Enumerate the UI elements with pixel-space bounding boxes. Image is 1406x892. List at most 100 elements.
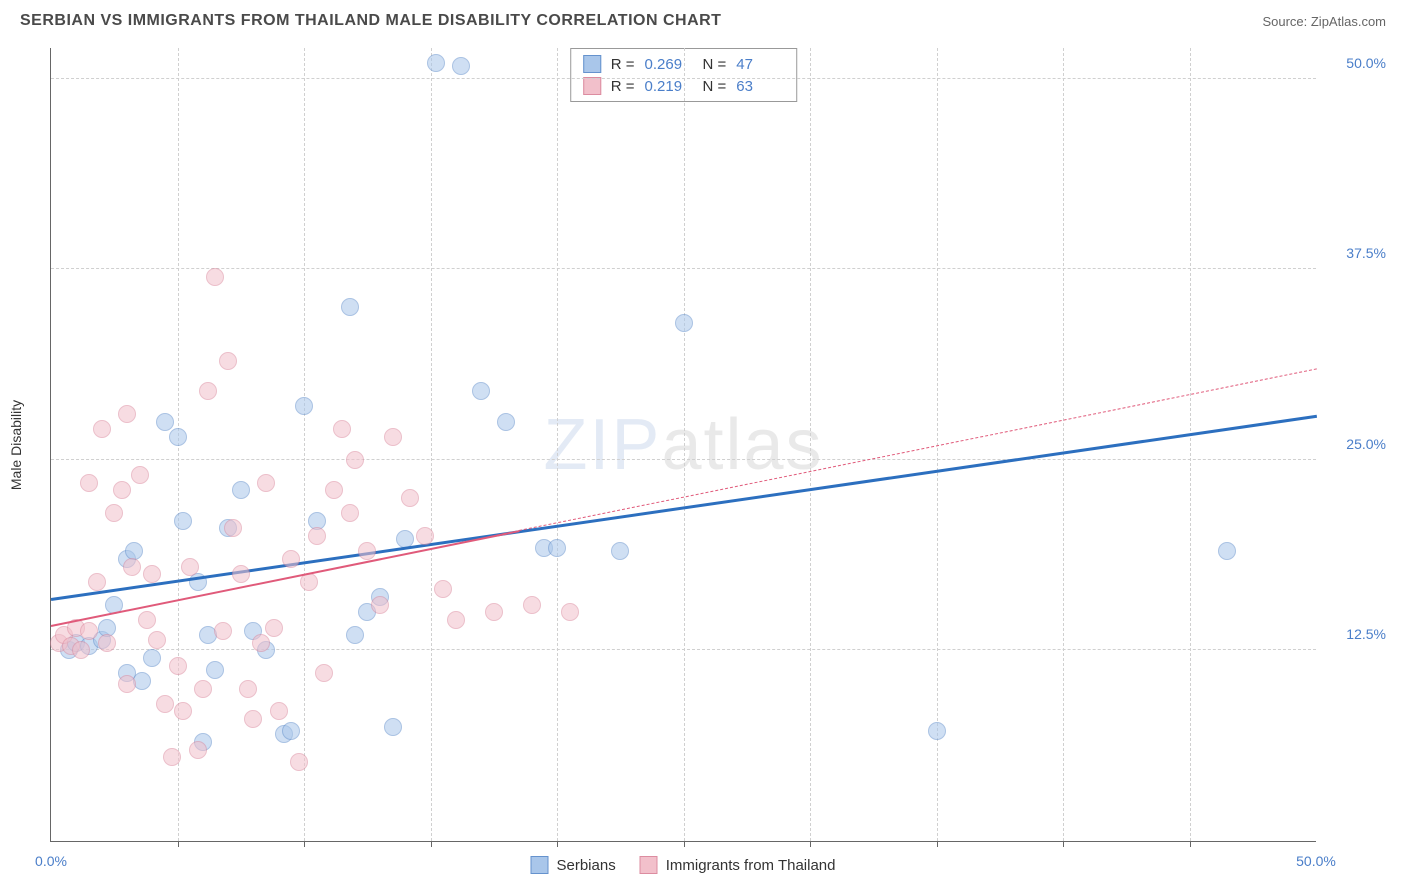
data-point — [485, 603, 503, 621]
gridline-vertical — [304, 48, 305, 841]
gridline-vertical — [431, 48, 432, 841]
data-point — [163, 748, 181, 766]
data-point — [194, 680, 212, 698]
r-label: R = — [611, 78, 635, 95]
data-point — [169, 428, 187, 446]
gridline-vertical — [557, 48, 558, 841]
data-point — [290, 753, 308, 771]
data-point — [452, 57, 470, 75]
x-tick-label: 50.0% — [1296, 853, 1336, 869]
data-point — [447, 611, 465, 629]
data-point — [105, 504, 123, 522]
data-point — [341, 298, 359, 316]
data-point — [189, 741, 207, 759]
data-point — [384, 718, 402, 736]
data-point — [675, 314, 693, 332]
r-value: 0.269 — [645, 56, 693, 73]
trend-line-extrapolated — [519, 369, 1317, 532]
data-point — [118, 405, 136, 423]
data-point — [472, 382, 490, 400]
data-point — [93, 420, 111, 438]
source-attribution: Source: ZipAtlas.com — [1262, 14, 1386, 29]
legend-item: Immigrants from Thailand — [640, 856, 836, 874]
data-point — [333, 420, 351, 438]
data-point — [282, 722, 300, 740]
data-point — [611, 542, 629, 560]
y-axis-label: Male Disability — [8, 400, 24, 490]
data-point — [174, 702, 192, 720]
data-point — [427, 54, 445, 72]
gridline-vertical — [1063, 48, 1064, 841]
data-point — [295, 397, 313, 415]
data-point — [358, 542, 376, 560]
data-point — [315, 664, 333, 682]
data-point — [224, 519, 242, 537]
legend-label: Immigrants from Thailand — [666, 857, 836, 874]
data-point — [174, 512, 192, 530]
x-tick-mark — [1063, 841, 1064, 847]
legend-label: Serbians — [557, 857, 616, 874]
data-point — [384, 428, 402, 446]
x-tick-mark — [557, 841, 558, 847]
x-tick-mark — [684, 841, 685, 847]
data-point — [434, 580, 452, 598]
data-point — [118, 675, 136, 693]
data-point — [148, 631, 166, 649]
data-point — [346, 626, 364, 644]
data-point — [80, 622, 98, 640]
data-point — [252, 634, 270, 652]
series-swatch — [583, 55, 601, 73]
data-point — [80, 474, 98, 492]
data-point — [143, 649, 161, 667]
x-tick-mark — [178, 841, 179, 847]
data-point — [199, 382, 217, 400]
plot-area: ZIPatlas R =0.269N =47R =0.219N =63 12.5… — [50, 48, 1316, 842]
n-label: N = — [703, 78, 727, 95]
x-tick-mark — [937, 841, 938, 847]
x-tick-mark — [810, 841, 811, 847]
x-tick-mark — [304, 841, 305, 847]
data-point — [523, 596, 541, 614]
data-point — [181, 558, 199, 576]
y-tick-label: 37.5% — [1326, 245, 1386, 261]
data-point — [72, 641, 90, 659]
data-point — [497, 413, 515, 431]
data-point — [214, 622, 232, 640]
data-point — [257, 474, 275, 492]
data-point — [265, 619, 283, 637]
series-swatch — [583, 77, 601, 95]
data-point — [928, 722, 946, 740]
data-point — [232, 565, 250, 583]
n-label: N = — [703, 56, 727, 73]
data-point — [156, 413, 174, 431]
n-value: 47 — [736, 56, 784, 73]
data-point — [270, 702, 288, 720]
chart-title: SERBIAN VS IMMIGRANTS FROM THAILAND MALE… — [20, 12, 721, 30]
data-point — [123, 558, 141, 576]
data-point — [416, 527, 434, 545]
data-point — [138, 611, 156, 629]
data-point — [131, 466, 149, 484]
data-point — [244, 710, 262, 728]
x-tick-label: 0.0% — [35, 853, 67, 869]
x-tick-mark — [1190, 841, 1191, 847]
n-value: 63 — [736, 78, 784, 95]
data-point — [143, 565, 161, 583]
data-point — [206, 661, 224, 679]
data-point — [401, 489, 419, 507]
data-point — [113, 481, 131, 499]
series-legend: Serbians Immigrants from Thailand — [531, 856, 836, 874]
data-point — [88, 573, 106, 591]
data-point — [239, 680, 257, 698]
data-point — [219, 352, 237, 370]
series-swatch — [640, 856, 658, 874]
data-point — [325, 481, 343, 499]
legend-item: Serbians — [531, 856, 616, 874]
gridline-vertical — [810, 48, 811, 841]
data-point — [282, 550, 300, 568]
data-point — [561, 603, 579, 621]
gridline-vertical — [1190, 48, 1191, 841]
data-point — [133, 672, 151, 690]
series-swatch — [531, 856, 549, 874]
data-point — [548, 539, 566, 557]
